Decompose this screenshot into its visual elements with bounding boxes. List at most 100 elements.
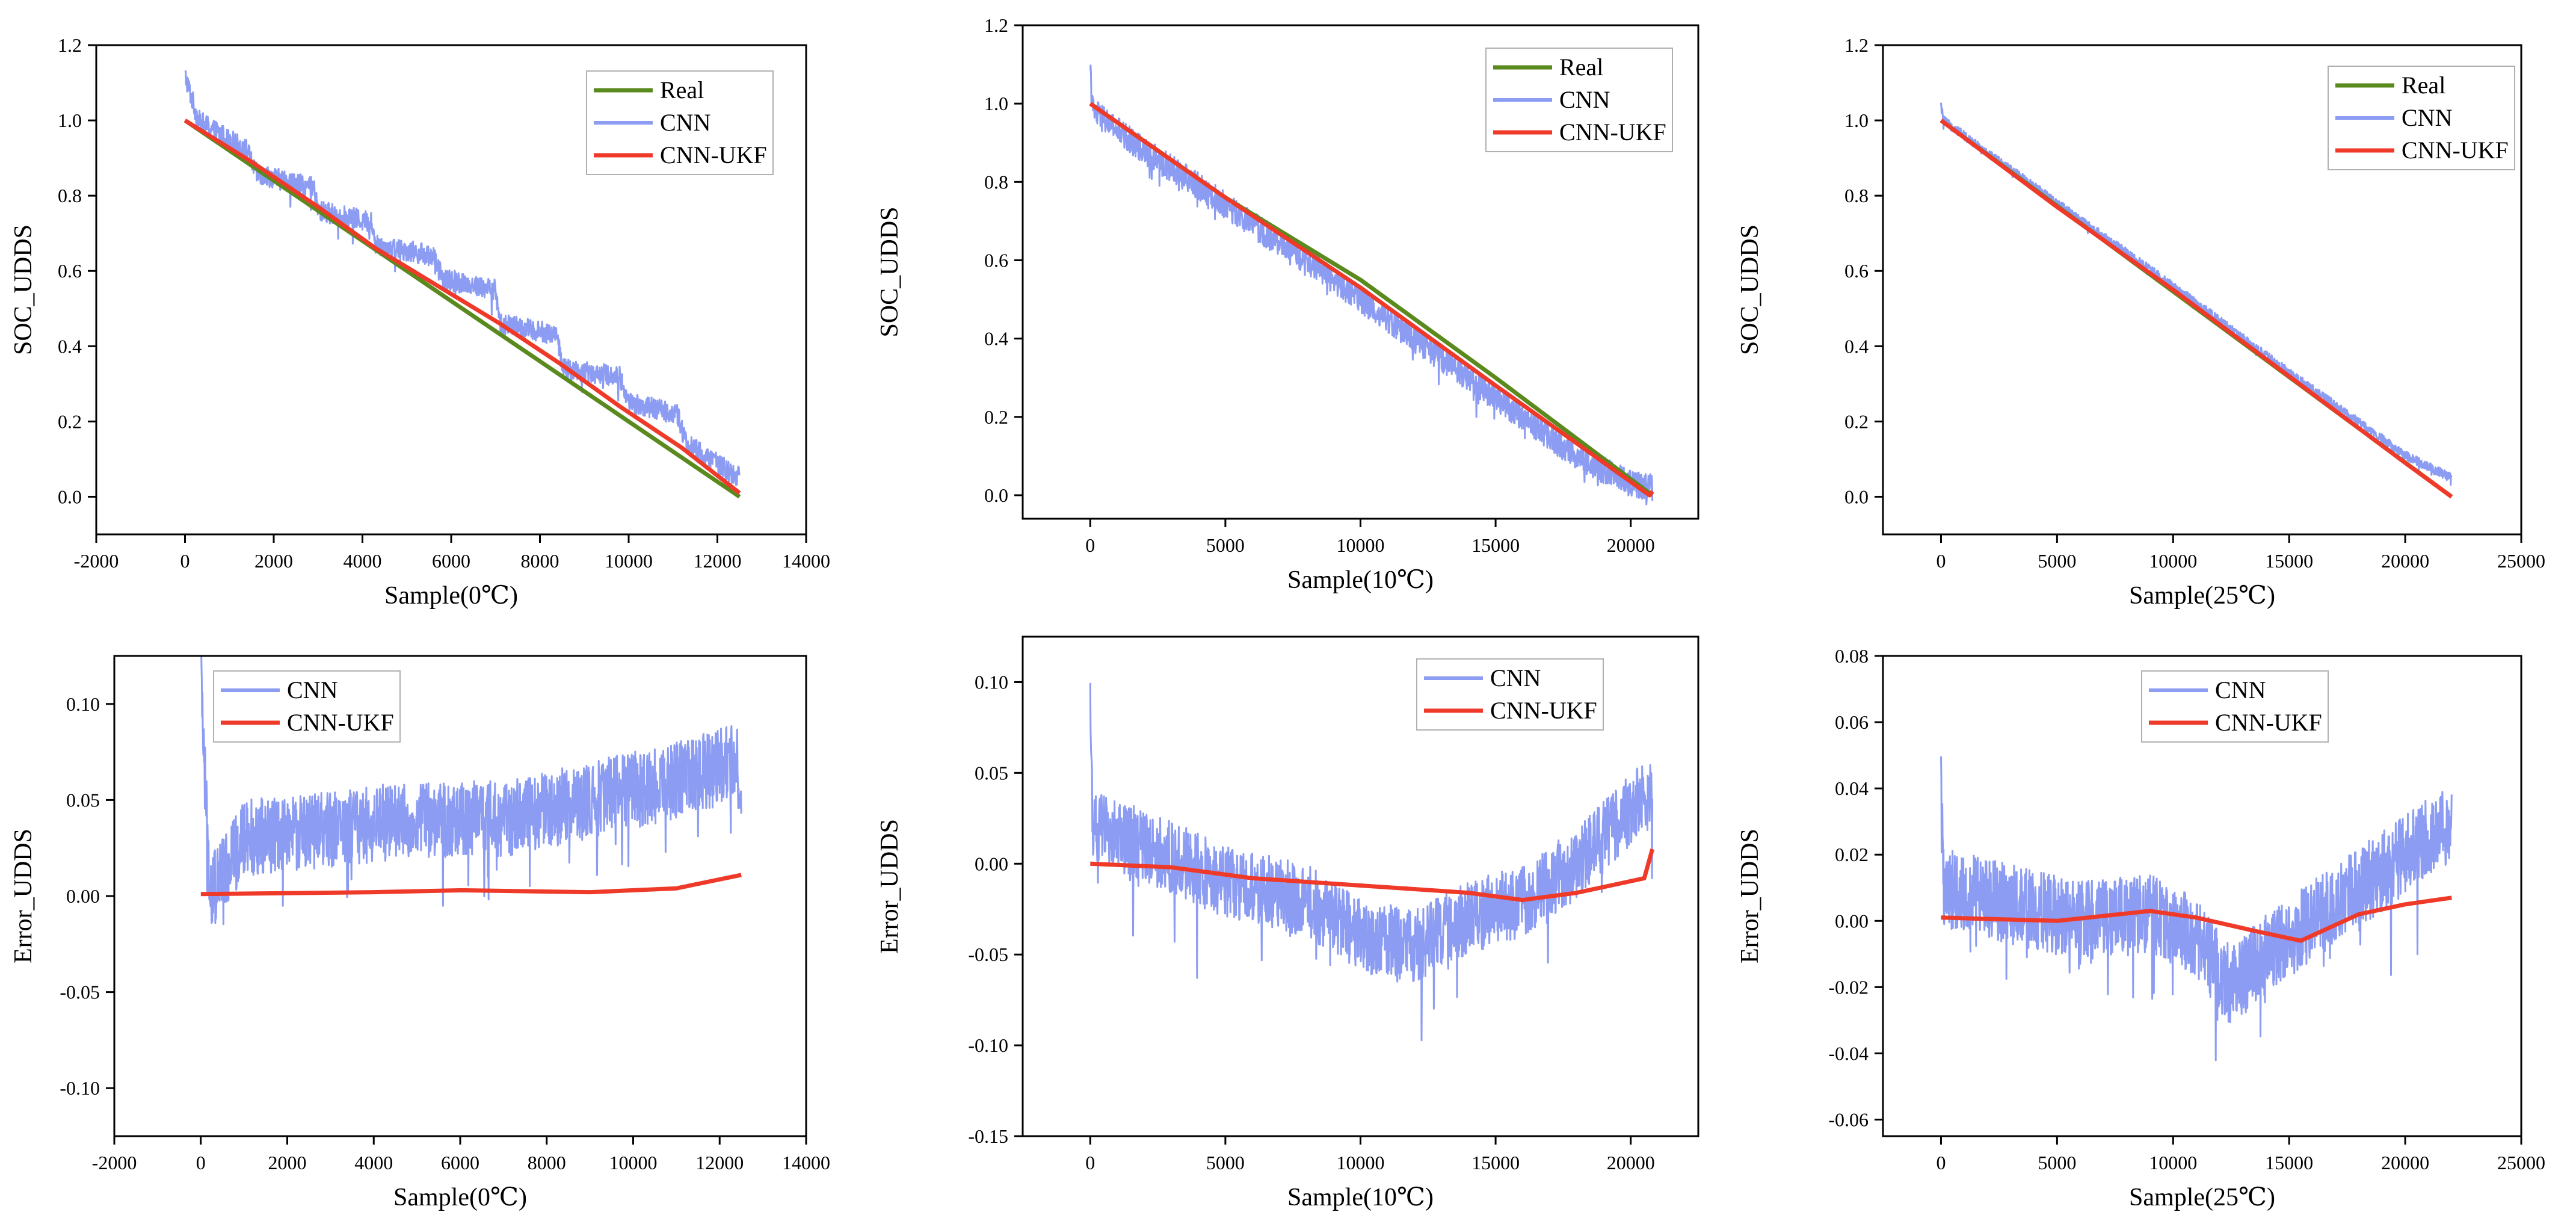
legend-label-real: Real [2402, 72, 2445, 99]
x-tick-label: 15000 [2265, 550, 2313, 572]
y-tick-label: 0.10 [975, 671, 1008, 693]
legend-box [1416, 658, 1604, 731]
x-tick-label: 20000 [1607, 1152, 1655, 1173]
x-tick-label: 10000 [605, 550, 653, 572]
legend-label-ukf: CNN-UKF [1559, 119, 1666, 146]
series-line-ukf [183, 119, 741, 495]
x-tick-label: 10000 [609, 1152, 658, 1173]
x-axis-title: Sample(0℃) [393, 1184, 527, 1211]
x-tick-label: 0 [1936, 550, 1946, 572]
y-tick-label: 1.2 [1844, 34, 1869, 56]
legend-label-cnn: CNN [2215, 676, 2266, 703]
y-tick-label: 0.6 [984, 249, 1008, 271]
y-tick-label: -0.10 [968, 1034, 1008, 1056]
legend-label-cnn: CNN [660, 109, 710, 136]
x-tick-label: 5000 [1206, 534, 1245, 556]
series-line-cnn [1940, 756, 2453, 1062]
y-axis-title: Error_UDDS [10, 829, 37, 963]
chart-panel-p2: 0 5000 10000 15000 20000 0.0 0.2 0.4 0.6 0.8 1.0 1.… [876, 14, 1699, 594]
x-axis-title: Sample(0℃) [384, 582, 518, 610]
x-tick-label: 12000 [694, 550, 742, 572]
y-tick-label: 0.05 [66, 789, 100, 811]
x-tick-label: 0 [180, 550, 190, 572]
y-tick-label: 0.0 [58, 486, 82, 507]
series-line-ukf [1940, 119, 2453, 499]
series-line-ukf [200, 873, 742, 897]
series-line-ukf [1941, 895, 2452, 943]
series-line-ukf [1090, 849, 1654, 903]
series-line-cnn [1089, 682, 1654, 1042]
x-tick-label: 10000 [2149, 1152, 2197, 1173]
plot-frame [1882, 655, 2522, 1137]
y-axis-title: SOC_UDDS [10, 224, 37, 355]
y-tick-label: 0.6 [58, 260, 82, 282]
y-tick-label: 1.2 [58, 34, 82, 56]
legend-label-real: Real [1559, 54, 1603, 81]
x-tick-label: 4000 [344, 550, 382, 572]
y-tick-label: 0.8 [984, 171, 1008, 193]
x-tick-label: 10000 [2149, 550, 2197, 572]
x-tick-label: 10000 [1337, 1152, 1385, 1173]
chart-panel-p5: 0 5000 10000 15000 20000 -0.15 -0.10 -0.05 0.00 0… [876, 635, 1699, 1211]
y-tick-label: 1.0 [984, 93, 1008, 114]
y-axis-title: Error_UDDS [876, 819, 904, 954]
plot-frame [1882, 44, 2522, 536]
x-tick-label: 5000 [2038, 1152, 2076, 1173]
legend-label-ukf: CNN-UKF [1490, 697, 1597, 724]
legend-label-cnn: CNN [1559, 86, 1610, 113]
x-tick-label: 0 [1936, 1152, 1946, 1173]
y-tick-label: 0.04 [1835, 777, 1869, 799]
y-tick-label: 0.00 [66, 885, 100, 907]
x-tick-label: 15000 [2265, 1152, 2313, 1173]
x-tick-label: 14000 [782, 1152, 830, 1173]
y-tick-label: -0.10 [60, 1077, 100, 1099]
y-tick-label: 0.00 [1835, 910, 1869, 932]
chart-panel-p1: -2000 0 2000 4000 6000 8000 10000 12000 14000 0.0… [10, 34, 830, 610]
y-tick-label: 0.4 [58, 335, 82, 357]
y-tick-label: 0.2 [58, 410, 82, 432]
y-tick-label: 0.8 [58, 185, 82, 206]
y-tick-label: 0.4 [984, 328, 1008, 350]
x-tick-label: 5000 [1206, 1152, 1245, 1173]
y-tick-label: 0.0 [984, 484, 1008, 506]
x-tick-label: 6000 [441, 1152, 479, 1173]
y-tick-label: 1.0 [58, 110, 82, 131]
y-tick-label: 0.2 [1844, 410, 1869, 432]
legend-label-ukf: CNN-UKF [2215, 709, 2322, 736]
y-tick-label: 1.2 [984, 14, 1008, 36]
x-tick-label: 25000 [2497, 550, 2545, 572]
y-axis-title: SOC_UDDS [1736, 224, 1764, 355]
chart-panel-p6: 0 5000 10000 15000 20000 25000 -0.06 -0.04 -0.02… [1736, 645, 2545, 1211]
chart-panel-p3: 0 5000 10000 15000 20000 25000 0.0 0.2 0.4 0.6 0.8… [1736, 34, 2545, 610]
x-tick-label: 20000 [2381, 1152, 2429, 1173]
y-tick-label: 0.2 [984, 406, 1008, 428]
x-tick-label: 8000 [521, 550, 559, 572]
x-tick-label: 15000 [1471, 534, 1520, 556]
legend-label-ukf: CNN-UKF [660, 141, 767, 168]
x-tick-label: 15000 [1471, 1152, 1520, 1173]
y-axis-title: SOC_UDDS [876, 206, 904, 337]
x-tick-label: -2000 [74, 550, 119, 572]
x-axis-title: Sample(10℃) [1287, 1184, 1434, 1211]
legend-label-real: Real [660, 76, 704, 104]
series-line-cnn [200, 656, 742, 926]
y-tick-label: -0.02 [1828, 976, 1869, 998]
x-axis-title: Sample(10℃) [1287, 566, 1434, 594]
y-tick-label: 0.05 [975, 762, 1008, 784]
y-tick-label: 0.4 [1844, 335, 1869, 357]
legend-label-ukf: CNN-UKF [287, 709, 394, 736]
y-tick-label: 0.02 [1835, 844, 1869, 865]
y-tick-label: -0.15 [968, 1125, 1008, 1147]
x-tick-label: 10000 [1337, 534, 1385, 556]
y-tick-label: 0.06 [1835, 711, 1869, 733]
y-tick-label: -0.06 [1828, 1108, 1869, 1130]
y-tick-label: 0.00 [975, 853, 1008, 874]
series-line-real [183, 119, 741, 499]
legend-label-cnn: CNN [1490, 664, 1541, 691]
x-tick-label: 0 [1085, 1152, 1095, 1173]
legend-box [213, 670, 401, 743]
y-tick-label: -0.05 [968, 944, 1008, 965]
x-tick-label: 20000 [1607, 534, 1655, 556]
y-tick-label: 0.8 [1844, 185, 1869, 206]
